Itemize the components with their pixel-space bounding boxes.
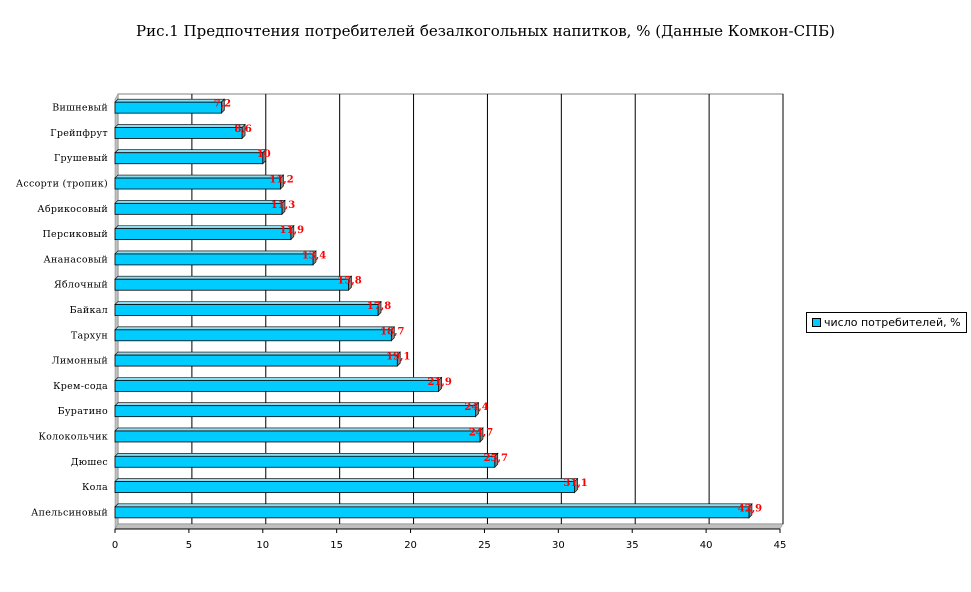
category-label: Вишневый: [52, 103, 108, 114]
x-tick-label: 45: [774, 540, 787, 551]
bar-top: [114, 98, 226, 103]
bar: [114, 405, 476, 418]
data-label: 25,7: [484, 453, 508, 464]
bar-top: [114, 149, 267, 154]
bar-top: [114, 351, 401, 356]
data-label: 31,1: [563, 478, 587, 489]
category-label: Колокольчик: [38, 431, 108, 442]
data-label: 11,9: [280, 225, 304, 236]
data-label: 7,2: [214, 99, 231, 110]
chart-title: Рис.1 Предпочтения потребителей безалког…: [135, 22, 836, 40]
x-tick-label: 40: [700, 540, 713, 551]
category-label: Кола: [82, 482, 108, 493]
bar: [114, 152, 264, 165]
bar-top: [114, 478, 579, 482]
x-tick-label: 15: [330, 540, 343, 551]
category-label: Абрикосовый: [37, 204, 108, 215]
category-label: Яблочный: [54, 280, 108, 291]
bar: [114, 329, 392, 342]
category-label: Грейпфрут: [50, 128, 108, 139]
category-label: Лимонный: [52, 356, 108, 367]
data-label: 13,4: [302, 250, 326, 261]
category-label: Ассорти (тропик): [16, 179, 108, 190]
data-label: 8,6: [234, 124, 251, 135]
bar-top: [114, 402, 480, 406]
data-label: 11,3: [271, 200, 295, 211]
bar-top: [114, 225, 295, 229]
bar-top: [114, 200, 286, 204]
legend-label: число потребителей, %: [824, 316, 961, 329]
bar-top: [114, 124, 246, 128]
data-label: 18,7: [380, 326, 404, 337]
data-label: 24,4: [464, 402, 488, 413]
bar-top: [114, 452, 499, 457]
data-label: 19,1: [386, 352, 410, 363]
category-label: Апельсиновый: [31, 507, 108, 518]
bar: [114, 430, 481, 443]
bar-top: [114, 427, 484, 432]
data-label: 10: [257, 149, 271, 160]
category-label: Грушевый: [54, 153, 108, 164]
bar-top: [114, 301, 382, 305]
bar: [114, 354, 398, 367]
data-label: 42,9: [738, 503, 762, 514]
category-label: Буратино: [58, 406, 108, 417]
x-tick-label: 30: [552, 540, 565, 551]
legend: число потребителей, %: [806, 312, 967, 333]
bar: [114, 304, 379, 316]
category-label: Тархун: [71, 330, 108, 341]
floor: [114, 523, 784, 530]
data-label: 24,7: [469, 427, 493, 438]
data-label: 15,8: [337, 276, 361, 287]
bar-top: [114, 275, 353, 280]
bar-top: [114, 377, 443, 381]
data-label: 17,8: [367, 301, 391, 312]
x-tick-label: 25: [478, 540, 491, 551]
data-label: 11,2: [269, 175, 293, 186]
bar: [114, 101, 222, 114]
x-tick-label: 35: [626, 540, 639, 551]
x-tick-label: 10: [256, 540, 269, 551]
bar-top: [114, 503, 753, 508]
bar: [114, 253, 314, 266]
bar: [114, 506, 750, 519]
legend-swatch: [812, 318, 821, 327]
category-label: Крем-сода: [53, 381, 108, 392]
bar-top: [114, 174, 285, 179]
bar: [114, 127, 243, 139]
category-label: Ананасовый: [44, 254, 108, 265]
data-label: 21,9: [427, 377, 451, 388]
bar: [114, 481, 575, 493]
x-tick-label: 5: [186, 540, 192, 551]
bar: [114, 379, 440, 392]
x-tick-label: 0: [112, 540, 118, 551]
bar: [114, 228, 292, 241]
bar: [114, 278, 349, 291]
bar: [114, 455, 496, 468]
x-tick-label: 20: [404, 540, 417, 551]
bar-top: [114, 250, 317, 255]
category-label: Байкал: [70, 305, 108, 316]
bar: [114, 202, 283, 215]
category-label: Персиковый: [42, 229, 108, 240]
category-label: Дюшес: [71, 457, 108, 468]
bar: [114, 177, 281, 190]
bar-top: [114, 326, 396, 331]
